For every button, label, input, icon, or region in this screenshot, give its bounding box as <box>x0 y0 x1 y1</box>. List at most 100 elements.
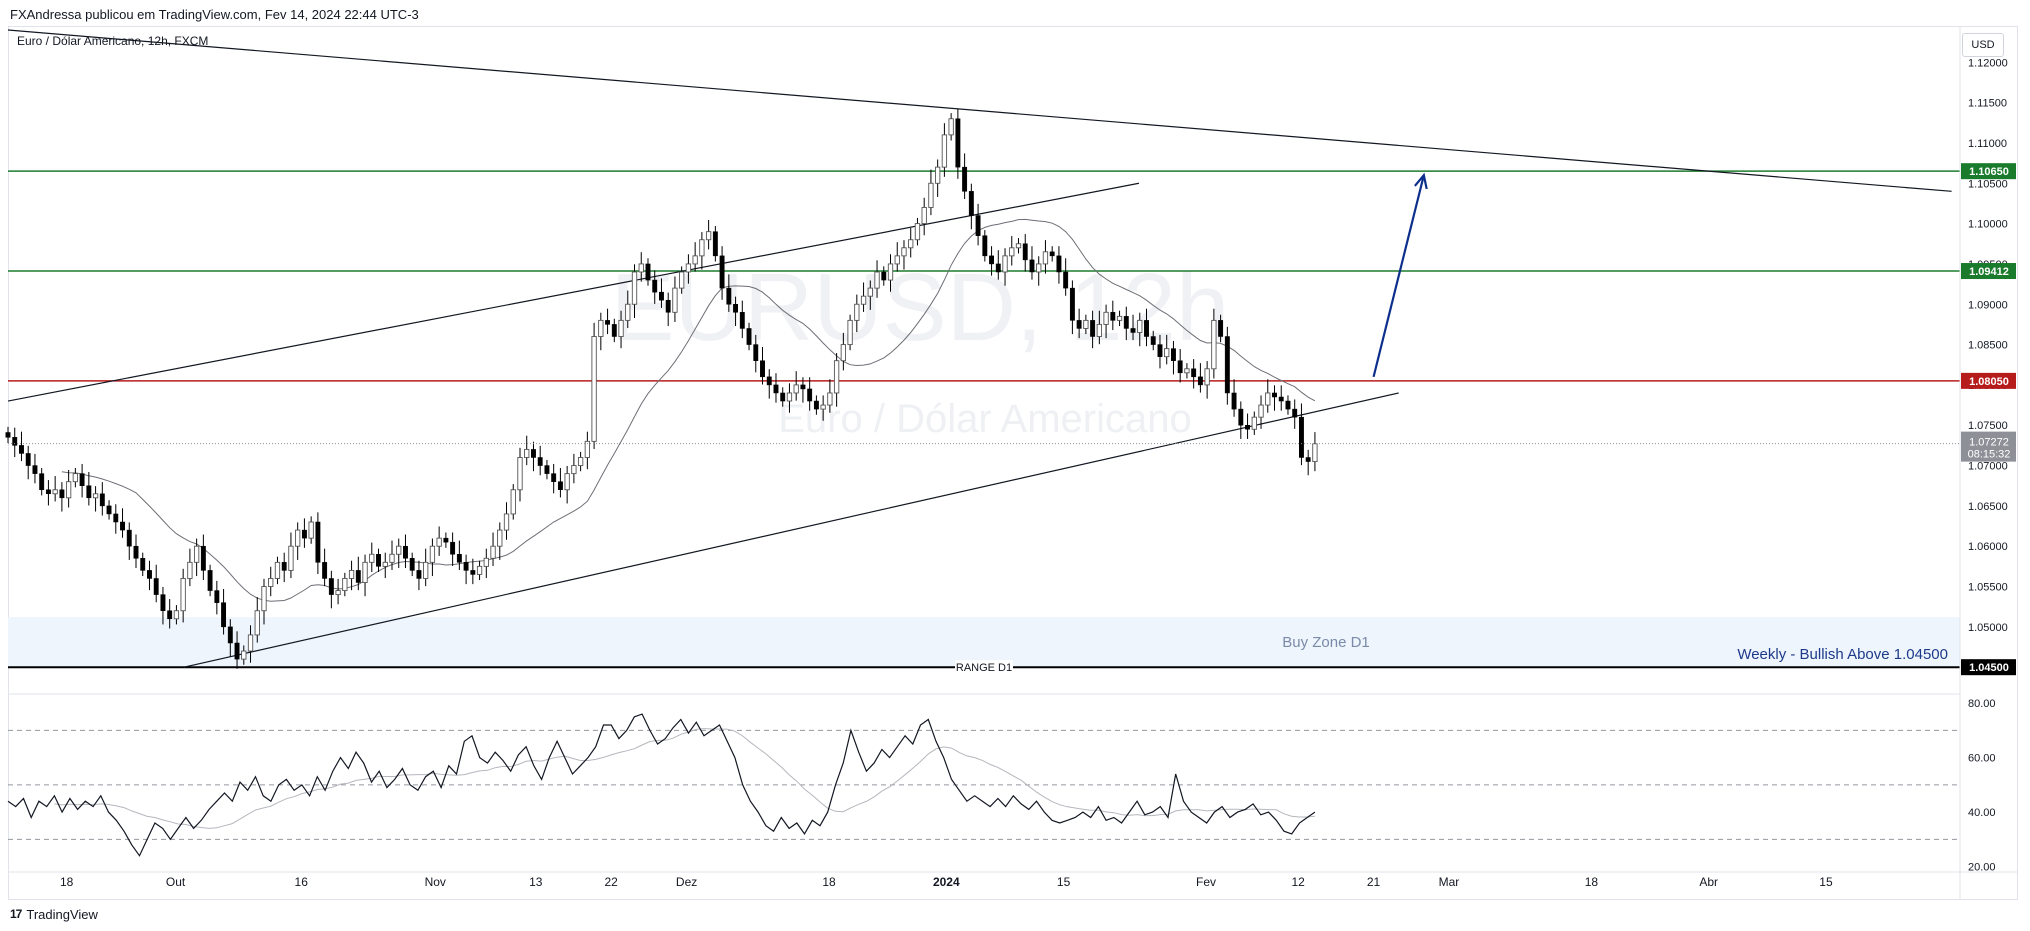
candle-body <box>780 392 786 402</box>
candle-body <box>450 541 456 555</box>
candle-body <box>860 295 867 305</box>
candle-body <box>234 642 240 660</box>
price-tag <box>1961 659 2016 676</box>
candle-body <box>86 485 92 499</box>
candle-body <box>1116 315 1123 321</box>
candle-body <box>247 634 254 652</box>
candle-body <box>1049 251 1055 257</box>
trendline <box>7 29 1952 192</box>
time-tick-label: 18 <box>822 875 836 889</box>
candle-body <box>429 545 436 563</box>
candle-body <box>1029 259 1035 273</box>
candle-body <box>19 445 24 454</box>
tradingview-logo[interactable]: 17 TradingView <box>10 904 98 924</box>
candle-body <box>1224 336 1230 394</box>
candle-body <box>376 554 381 567</box>
candle-body <box>685 263 692 273</box>
candle-body <box>295 529 301 547</box>
candle-body <box>598 319 604 337</box>
oscillator-axis[interactable]: 80.00 60.00 40.00 20.00 <box>1968 698 1996 873</box>
time-tick-label: Mar <box>1439 875 1460 889</box>
candle-body <box>274 561 281 579</box>
horizontal-levels <box>8 170 1960 675</box>
candle-body <box>1022 243 1028 261</box>
candles <box>5 109 1318 669</box>
candle-body <box>813 400 819 410</box>
candle-body <box>409 558 415 571</box>
candle-body <box>1170 348 1176 361</box>
price-tag-label: 1.09412 <box>1969 266 2009 278</box>
price-tag <box>1961 263 2016 280</box>
candle-body <box>301 529 307 539</box>
time-tick-label: 2024 <box>933 875 960 889</box>
candle-body <box>739 312 745 329</box>
candle-body <box>692 255 698 265</box>
candle-body <box>1036 263 1042 273</box>
candle-body <box>396 545 402 555</box>
candle-body <box>699 239 705 257</box>
price-axis[interactable]: 1.120001.115001.110001.105001.100001.095… <box>1968 57 2008 674</box>
price-tag <box>1961 372 2016 389</box>
candle-body <box>968 191 974 216</box>
publisher-text: FXAndressa publicou em TradingView.com, … <box>10 7 419 22</box>
candle-body <box>180 578 186 612</box>
candle-body <box>753 344 759 361</box>
candle-body <box>793 384 799 394</box>
candle-body <box>665 299 671 313</box>
candle-body <box>874 271 880 289</box>
time-tick-label: Abr <box>1699 875 1718 889</box>
price-tick-label: 1.07500 <box>1968 420 2008 432</box>
buy-zone-rect <box>8 617 1960 668</box>
symbol-title[interactable]: Euro / Dólar Americano, 12h, FXCM <box>17 34 209 48</box>
time-tick-label: Nov <box>425 875 446 889</box>
candle-body <box>659 291 664 301</box>
candle-body <box>1144 320 1149 337</box>
candle-body <box>894 255 900 265</box>
candle-body <box>577 457 584 467</box>
candle-body <box>631 271 638 305</box>
candle-body <box>611 324 617 337</box>
oscillator-reference-lines <box>8 729 1960 840</box>
candle-body <box>470 570 476 575</box>
time-axis[interactable]: 18 Out 16 Nov 13 22 Dez 18 2024 15 Fev 12 21 Mar 18 Abr… <box>60 875 1833 889</box>
candle-body <box>1063 271 1069 289</box>
candle-body <box>1258 404 1264 418</box>
candle-body <box>531 449 536 458</box>
price-tick-label: 1.12000 <box>1968 57 2008 69</box>
last-price-tag <box>1961 431 2016 462</box>
candle-body <box>120 521 125 531</box>
candle-body <box>712 231 718 257</box>
candle-body <box>1218 320 1224 337</box>
currency-button[interactable]: USD <box>1962 33 2004 57</box>
price-tag-label: 1.10650 <box>1969 166 2009 178</box>
price-tick-label: 1.06500 <box>1968 501 2008 513</box>
time-tick-label: Fev <box>1196 875 1216 889</box>
publisher-bar: FXAndressa publicou em TradingView.com, … <box>0 0 2030 26</box>
candle-body <box>975 215 981 236</box>
range-d1-label: RANGE D1 <box>956 662 1012 674</box>
candle-body <box>807 388 813 402</box>
candle-body <box>1211 319 1217 370</box>
time-tick-label: 21 <box>1367 875 1381 889</box>
candle-body <box>854 303 860 321</box>
candle-body <box>995 263 1001 273</box>
target-arrow <box>1372 172 1428 378</box>
candle-body <box>1278 396 1284 402</box>
watermark-name: Euro / Dólar Americano <box>778 397 1192 441</box>
time-tick-label: 12 <box>1291 875 1305 889</box>
candle-body <box>1110 312 1116 321</box>
candle-body <box>389 553 395 563</box>
countdown-label: 08:15:32 <box>1968 449 2011 461</box>
oscillator-ma-line <box>54 728 1315 829</box>
candle-body <box>645 263 651 281</box>
candle-body <box>1298 416 1304 458</box>
price-tag-label: 1.04500 <box>1969 662 2009 674</box>
price-tick-label: 1.11000 <box>1968 138 2007 150</box>
price-tick-label: 1.10500 <box>1968 178 2008 190</box>
candle-body <box>1245 424 1251 430</box>
trendline <box>7 182 1140 402</box>
candle-body <box>914 223 921 241</box>
price-tick-label: 1.06000 <box>1968 541 2008 553</box>
candle-body <box>12 437 18 446</box>
